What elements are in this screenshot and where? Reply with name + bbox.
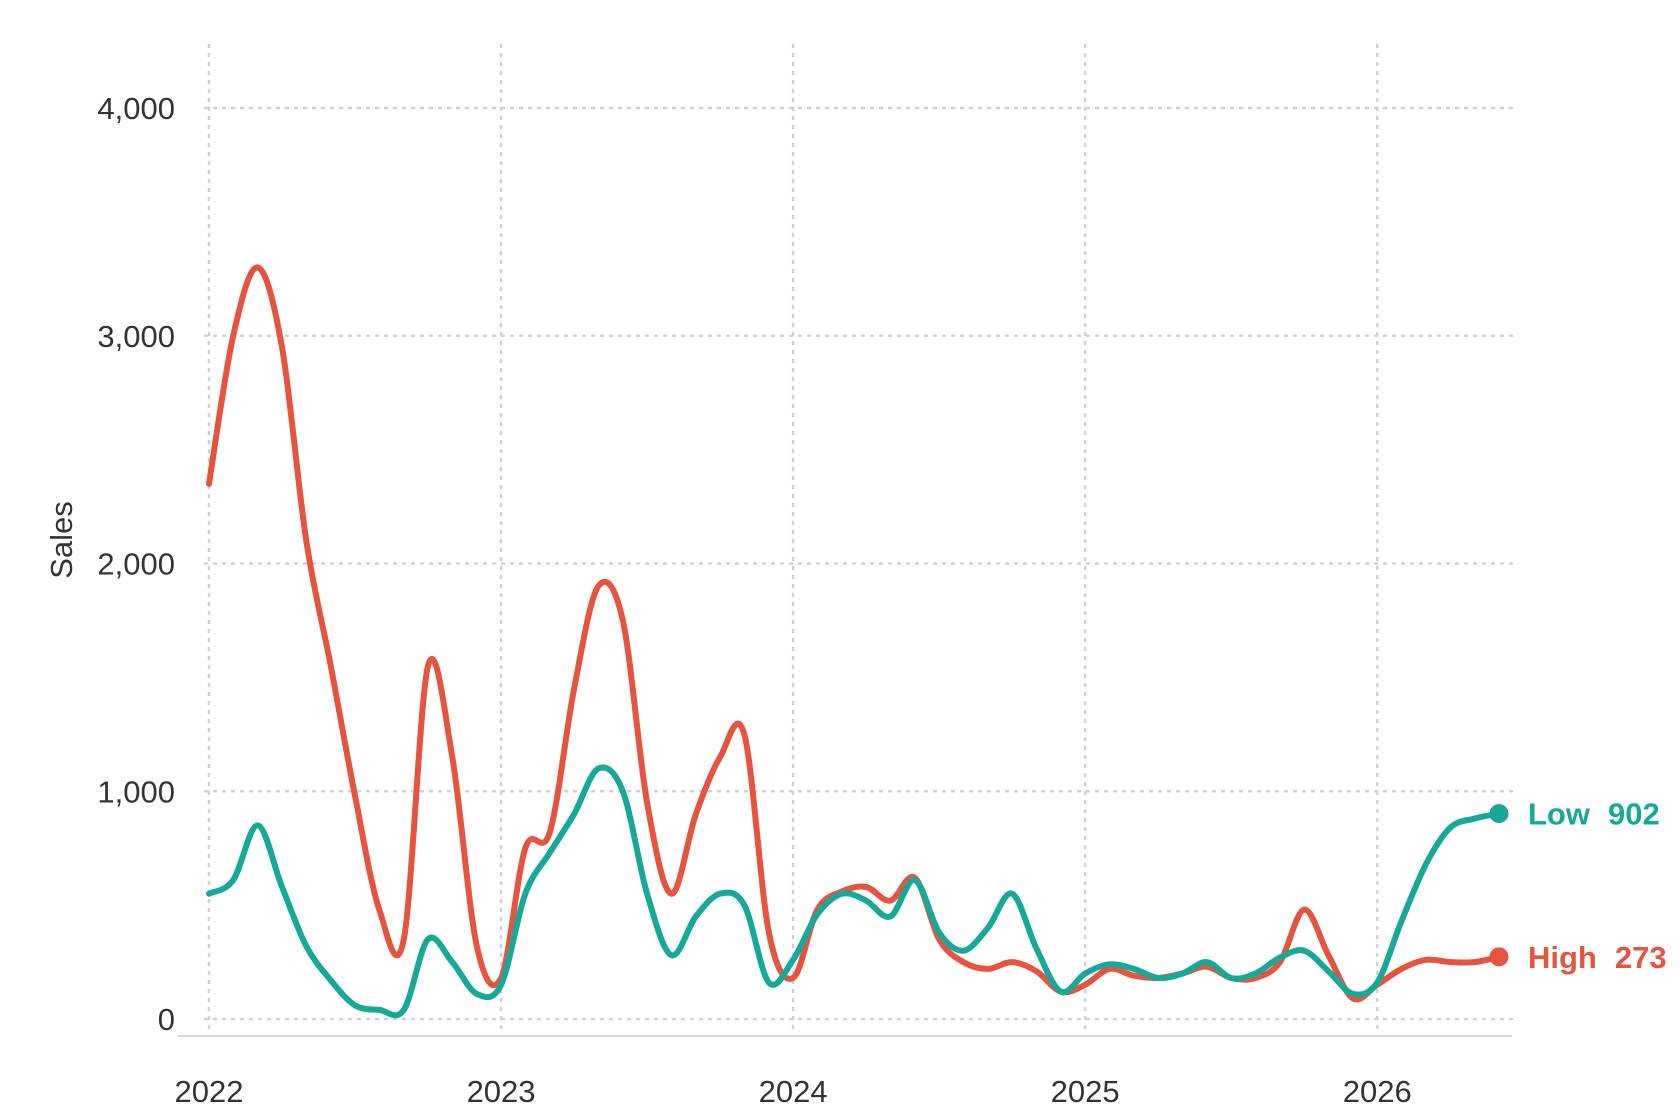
series-end-value: 902 xyxy=(1608,797,1660,832)
y-tick-label: 2,000 xyxy=(97,547,175,582)
series-end-label-high: High 273 xyxy=(1528,940,1667,975)
y-tick-label: 4,000 xyxy=(97,91,175,126)
y-axis-title: Sales xyxy=(44,501,79,579)
x-tick-label: 2022 xyxy=(175,1074,244,1109)
y-tick-label: 3,000 xyxy=(97,319,175,354)
series-line-high xyxy=(206,264,1502,1003)
gridlines xyxy=(203,43,1514,1032)
x-tick-label: 2026 xyxy=(1343,1074,1412,1109)
series-line-low xyxy=(206,764,1502,1019)
series-end-point-low xyxy=(1489,804,1509,824)
series-name: Low xyxy=(1528,797,1591,832)
series-lines xyxy=(206,264,1509,1019)
series-end-labels: High 273 Low 902 xyxy=(1528,797,1667,975)
series-name: High xyxy=(1528,940,1597,975)
y-tick-label: 0 xyxy=(158,1002,175,1037)
x-tick-label: 2023 xyxy=(467,1074,536,1109)
x-tick-label: 2024 xyxy=(759,1074,828,1109)
x-tick-label: 2025 xyxy=(1051,1074,1120,1109)
y-tick-label: 1,000 xyxy=(97,774,175,809)
series-end-value: 273 xyxy=(1615,940,1667,975)
x-axis-ticks: 2022 2023 2024 2025 2026 xyxy=(175,1074,1412,1109)
series-end-label-low: Low 902 xyxy=(1528,797,1660,832)
y-axis-ticks: 0 1,000 2,000 3,000 4,000 xyxy=(97,91,175,1037)
series-end-point-high xyxy=(1489,947,1509,967)
